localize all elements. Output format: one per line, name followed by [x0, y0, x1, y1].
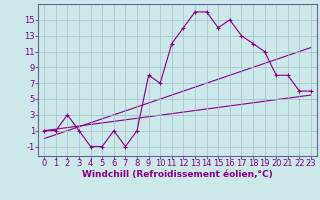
X-axis label: Windchill (Refroidissement éolien,°C): Windchill (Refroidissement éolien,°C)	[82, 170, 273, 179]
